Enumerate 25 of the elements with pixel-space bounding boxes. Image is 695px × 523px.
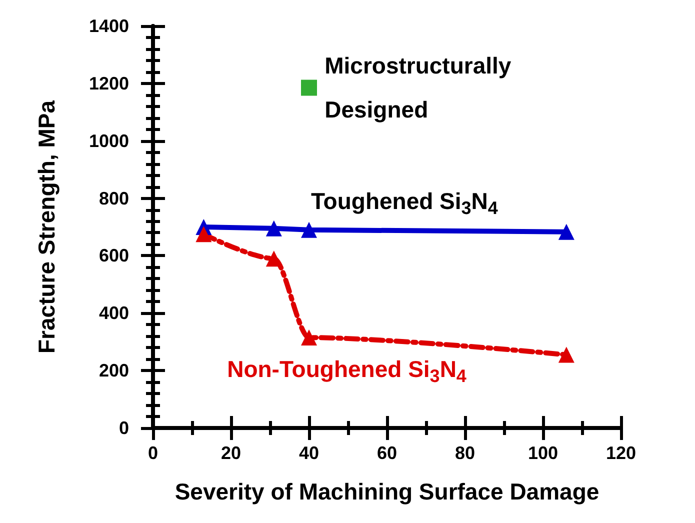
y-tick-label: 1400: [88, 16, 129, 36]
point: [301, 222, 317, 238]
x-tick-label: 40: [298, 443, 320, 463]
point: [196, 226, 212, 242]
y-tick-label: 1200: [88, 73, 129, 94]
y-axis-title: Fracture Strength, MPa: [34, 100, 60, 354]
series-label: Microstructurally Designed: [324, 52, 512, 123]
point: [558, 224, 574, 240]
y-tick-label: 800: [98, 188, 129, 208]
x-tick-label: 20: [220, 443, 242, 463]
y-tick-label: 1000: [88, 130, 129, 151]
point: [301, 80, 317, 96]
y-tick-label: 400: [98, 303, 129, 324]
x-tick-label: 0: [148, 443, 158, 463]
y-tick-label: 0: [118, 418, 129, 438]
y-tick-label: 200: [98, 360, 129, 381]
point: [558, 346, 574, 363]
x-tick-label: 100: [528, 443, 558, 463]
x-tick-label: 60: [376, 443, 398, 463]
y-tick-label: 600: [98, 246, 129, 266]
point: [301, 330, 317, 346]
x-tick-label: 80: [454, 443, 476, 463]
x-tick-label: 120: [606, 443, 636, 463]
point: [266, 220, 282, 236]
x-axis-title: Severity of Machining Surface Damage: [174, 478, 600, 504]
